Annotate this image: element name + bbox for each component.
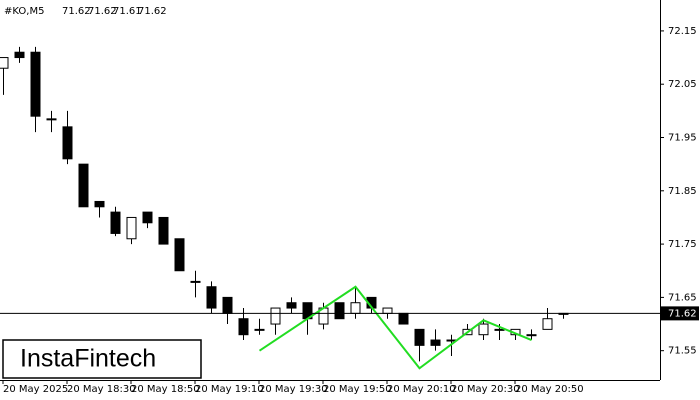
candle-body: [30, 51, 41, 117]
x-tick-label: 20 May 18:30: [67, 384, 136, 395]
candle-body: [238, 318, 249, 336]
candle-body: [398, 312, 409, 325]
candle-body: [430, 339, 441, 346]
candle-body: [78, 163, 89, 208]
pattern-line: [258, 285, 532, 370]
candle-body: [174, 238, 185, 272]
candle-body: [334, 302, 345, 320]
candle-body: [142, 211, 153, 224]
x-tick-label: 20 May 18:50: [131, 384, 200, 395]
header-open: 71.62: [62, 6, 91, 17]
candle-body: [206, 286, 217, 309]
candle-body: [0, 57, 9, 69]
candle-body: [46, 118, 57, 121]
candle-body: [62, 126, 73, 160]
candle-body: [478, 323, 489, 336]
candle-body: [222, 296, 233, 314]
chart-title: #KO,M5: [4, 6, 44, 17]
x-tick-label: 20 May 19:50: [323, 384, 392, 395]
x-tick-label: 20 May 20:30: [451, 384, 520, 395]
x-tick-label: 20 May 20:50: [515, 384, 584, 395]
candle-body: [414, 328, 425, 346]
y-tick-label: 71.85: [668, 186, 697, 197]
x-tick-label: 20 May 2025: [3, 384, 68, 395]
y-tick-label: 72.05: [668, 79, 697, 90]
logo-box: [2, 339, 202, 379]
candle-body: [126, 216, 137, 240]
y-tick-label: 72.15: [668, 26, 697, 37]
candle-body: [494, 328, 505, 331]
candle-body: [158, 216, 169, 245]
y-tick-label: 71.75: [668, 239, 697, 250]
candle-body: [190, 280, 201, 283]
y-tick-label: 71.55: [668, 346, 697, 357]
candle-body: [94, 200, 105, 208]
price-label-bg: [661, 306, 699, 321]
candle-body: [270, 307, 281, 325]
y-tick-label: 71.95: [668, 133, 697, 144]
header-close: 71.62: [138, 6, 167, 17]
x-tick-label: 20 May 19:10: [195, 384, 264, 395]
candle-body: [350, 302, 361, 314]
header-low: 71.61: [113, 6, 142, 17]
candle-body: [286, 302, 297, 309]
candle-body: [14, 51, 25, 59]
candle-body: [110, 211, 121, 234]
candle-body: [382, 307, 393, 314]
x-tick-label: 20 May 19:30: [259, 384, 328, 395]
candle-body: [526, 334, 537, 337]
price-label: 71.62: [668, 308, 697, 319]
x-tick-label: 20 May 20:10: [387, 384, 456, 395]
y-tick-label: 71.65: [668, 292, 697, 303]
header-high: 71.62: [88, 6, 117, 17]
candle-body: [254, 328, 265, 331]
candle-body: [542, 318, 553, 330]
logo: InstaFintech: [20, 345, 156, 373]
